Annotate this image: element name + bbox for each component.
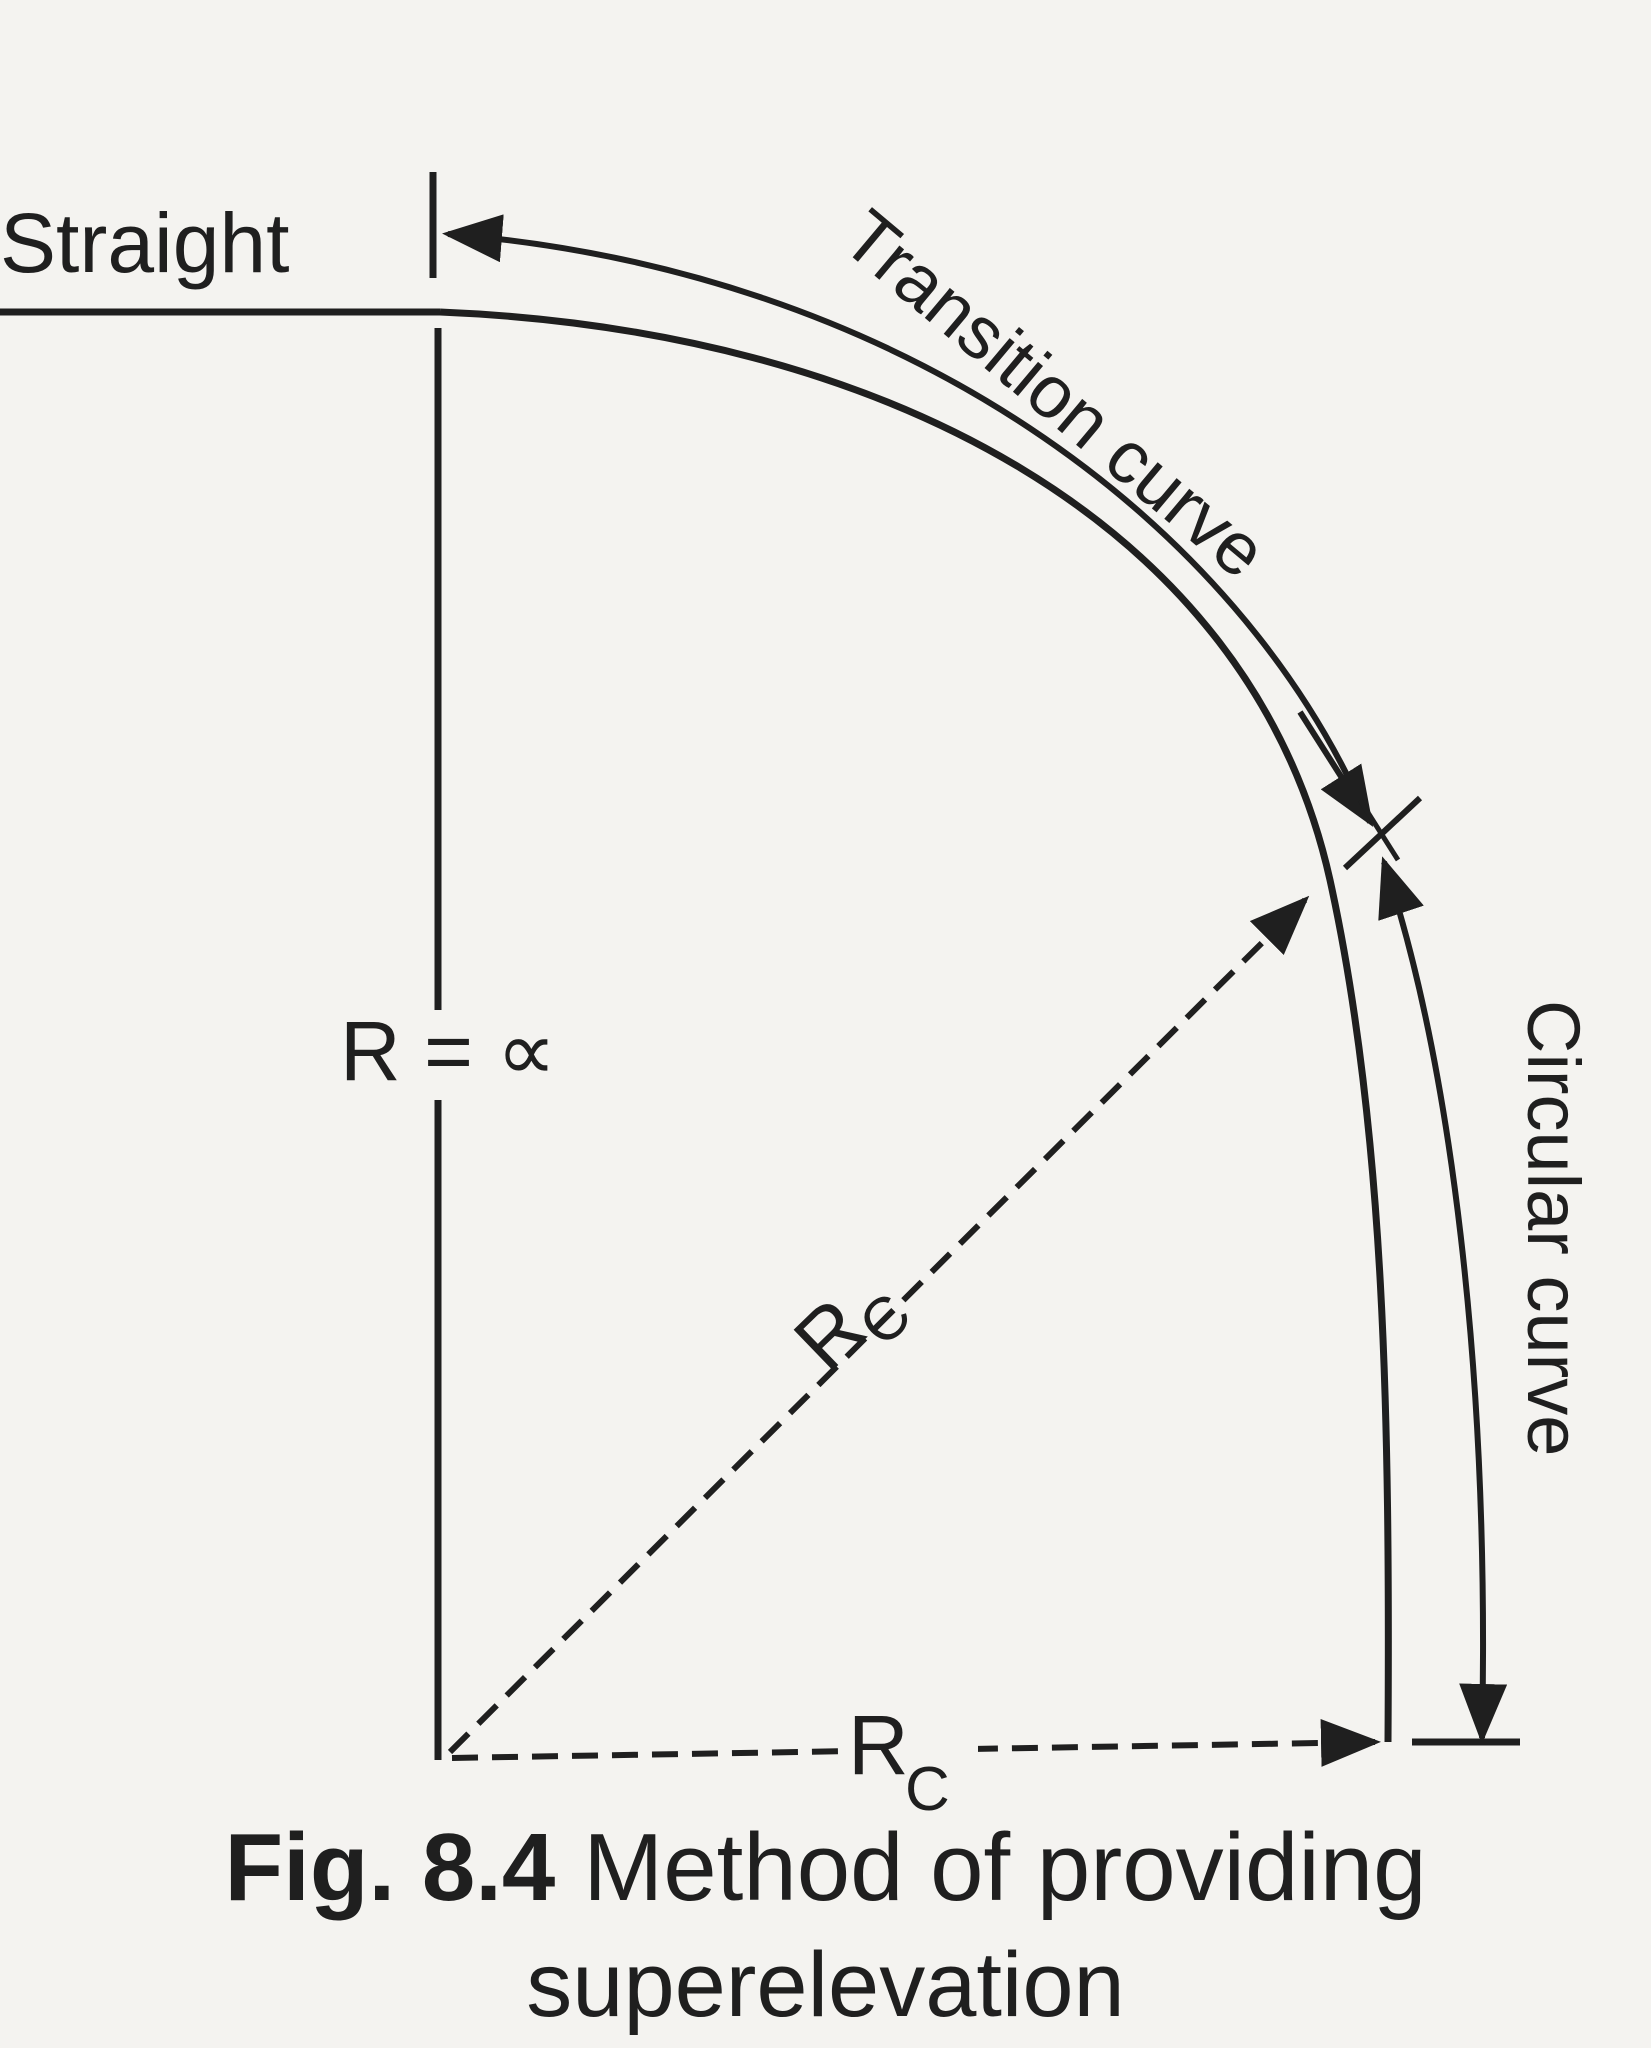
rc-horizontal-main: R (848, 1698, 909, 1792)
junction-tick-b (1357, 798, 1401, 862)
caption-line-1: Method of providing (583, 1814, 1427, 1921)
rc-horizontal-label: R C (838, 1698, 978, 1824)
circular-curve-label: Circular curve (1512, 1000, 1595, 1456)
caption-line-2: superelevation (526, 1934, 1125, 2036)
transition-curve-arrow-tail (1297, 710, 1374, 828)
r-infinity-label: R = ∝ (340, 1004, 556, 1098)
figure-caption: Fig. 8.4 Method of providing (0, 1808, 1651, 1928)
rc-horizontal-subscript: C (905, 1755, 950, 1824)
transition-curve-label: Transition curve (828, 194, 1283, 594)
rc-diagonal-label: R C (777, 1280, 924, 1388)
circular-curve-arrow (1378, 856, 1508, 1744)
transition-curve-arrow (442, 214, 1371, 822)
straight-label: Straight (0, 196, 290, 290)
radius-diagonal-dashed (447, 895, 1310, 1755)
figure-number: Fig. 8.4 (224, 1814, 556, 1921)
